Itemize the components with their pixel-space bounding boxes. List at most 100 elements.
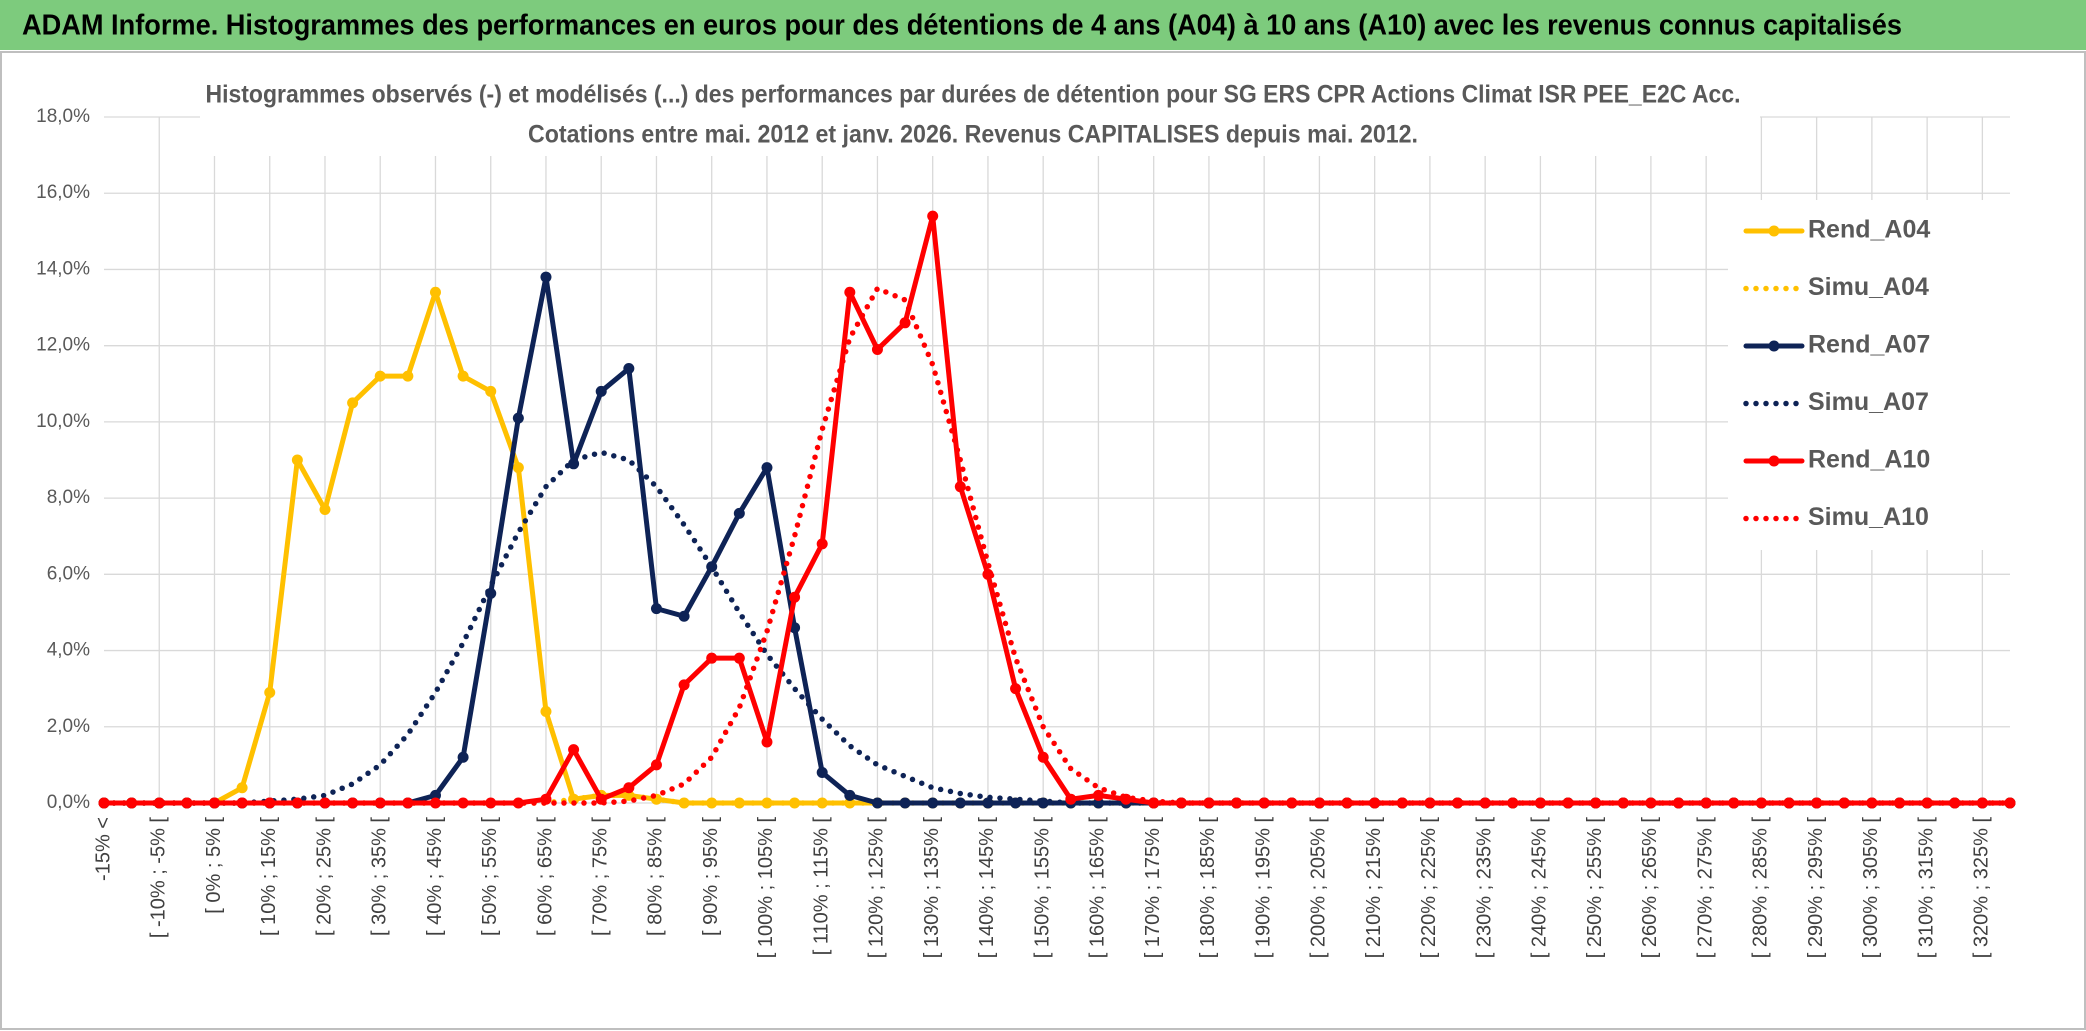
plot-area: -15% < [ -10% ; -5% [[ 0% ; 5% [[ 10% ; 1… [36, 106, 2016, 959]
x-tick-label: [ 150% ; 155% [ [1031, 817, 1053, 959]
x-tick-label: [ 90% ; 95% [ [700, 817, 722, 936]
point-marker [457, 751, 469, 763]
x-tick-label: [ 260% ; 265% [ [1639, 817, 1661, 959]
point-marker [319, 504, 331, 516]
point-marker [568, 744, 580, 756]
point-marker [2004, 797, 2016, 809]
x-tick-label: [ 190% ; 195% [ [1252, 817, 1274, 959]
x-tick-label: [ 290% ; 295% [ [1805, 817, 1827, 959]
point-marker [899, 317, 911, 329]
header-bar [0, 0, 2086, 50]
point-marker [402, 370, 414, 382]
point-marker [789, 591, 801, 603]
x-tick-label: [ 110% ; 115% [ [810, 817, 832, 956]
point-marker [291, 454, 303, 466]
chart-border [0, 51, 2086, 1030]
x-tick-label: [ 170% ; 175% [ [1142, 817, 1164, 959]
point-marker [595, 385, 607, 397]
point-marker [1673, 797, 1685, 809]
y-tick-label: 16,0% [36, 182, 90, 203]
x-tick-label: [ 250% ; 255% [ [1584, 817, 1606, 959]
x-tick-label: [ 70% ; 75% [ [589, 817, 611, 936]
point-marker [374, 797, 386, 809]
x-tick-label: [ 160% ; 165% [ [1087, 817, 1109, 959]
point-marker [540, 706, 552, 718]
x-tick-label: [ 280% ; 285% [ [1750, 817, 1772, 959]
point-marker [1452, 797, 1464, 809]
point-marker [871, 797, 883, 809]
point-marker [678, 610, 690, 622]
y-tick-label: 6,0% [47, 563, 90, 584]
point-marker [1231, 797, 1243, 809]
point-marker [982, 797, 994, 809]
title-background [200, 78, 1760, 156]
point-marker [1065, 793, 1077, 805]
legend-marker [1768, 340, 1780, 352]
x-tick-label: [ 180% ; 185% [ [1197, 817, 1219, 959]
y-tick-label: 4,0% [47, 640, 90, 661]
point-marker [1341, 797, 1353, 809]
legend-label: Simu_A07 [1808, 388, 1929, 416]
point-marker [1811, 797, 1823, 809]
x-tick-label: [ 310% ; 315% [ [1915, 817, 1937, 959]
series-line [101, 285, 2013, 806]
point-marker [733, 507, 745, 519]
point-marker [1894, 797, 1906, 809]
x-tick-label: [ 300% ; 305% [ [1860, 817, 1882, 959]
point-marker [402, 797, 414, 809]
x-tick-label: [ 220% ; 225% [ [1418, 817, 1440, 959]
x-tick-label: -15% < [92, 817, 114, 881]
point-marker [1313, 797, 1325, 809]
legend-label: Simu_A04 [1808, 273, 1929, 301]
point-marker [954, 481, 966, 493]
x-tick-label: [ 50% ; 55% [ [479, 817, 501, 936]
x-tick-label: [ 120% ; 125% [ [866, 817, 888, 959]
x-tick-label: [ 80% ; 85% [ [645, 817, 667, 936]
point-marker [706, 652, 718, 664]
legend-label: Rend_A10 [1808, 446, 1930, 474]
point-marker [733, 797, 745, 809]
x-tick-label: [ 230% ; 235% [ [1473, 817, 1495, 959]
point-marker [623, 363, 635, 375]
x-tick-label: [ 320% ; 325% [ [1971, 817, 1993, 959]
y-tick-label: 10,0% [36, 411, 90, 432]
point-marker [623, 782, 635, 794]
point-marker [540, 271, 552, 283]
point-marker [347, 397, 359, 409]
legend-background [1728, 200, 2010, 550]
point-marker [844, 286, 856, 298]
point-marker [844, 789, 856, 801]
chart-subtitle: Cotations entre mai. 2012 et janv. 2026.… [528, 121, 1418, 149]
legend-marker [1768, 455, 1780, 467]
chart-title: Histogrammes observés (-) et modélisés (… [206, 81, 1741, 109]
point-marker [1203, 797, 1215, 809]
point-marker [623, 789, 635, 801]
x-tick-label: [ 0% ; 5% [ [203, 817, 225, 914]
point-marker [1037, 751, 1049, 763]
point-marker [650, 603, 662, 615]
point-marker [844, 797, 856, 809]
legend-label: Rend_A04 [1808, 216, 1930, 244]
y-tick-label: 12,0% [36, 335, 90, 356]
point-marker [429, 286, 441, 298]
y-tick-label: 2,0% [47, 716, 90, 737]
point-marker [650, 759, 662, 771]
point-marker [291, 797, 303, 809]
x-tick-label: [ 20% ; 25% [ [313, 817, 335, 936]
point-marker [1590, 797, 1602, 809]
x-tick-label: [ -10% ; -5% [ [148, 817, 170, 939]
point-marker [485, 797, 497, 809]
point-marker [485, 385, 497, 397]
point-marker [429, 789, 441, 801]
x-tick-label: [ 270% ; 275% [ [1694, 817, 1716, 959]
point-marker [871, 343, 883, 355]
point-marker [927, 797, 939, 809]
point-marker [1783, 797, 1795, 809]
legend-label: Rend_A07 [1808, 331, 1930, 359]
point-marker [1921, 797, 1933, 809]
x-tick-label: [ 100% ; 105% [ [755, 817, 777, 959]
point-marker [264, 686, 276, 698]
x-tick-label: [ 240% ; 245% [ [1529, 817, 1551, 959]
point-marker [264, 797, 276, 809]
legend-label: Simu_A10 [1808, 503, 1929, 531]
